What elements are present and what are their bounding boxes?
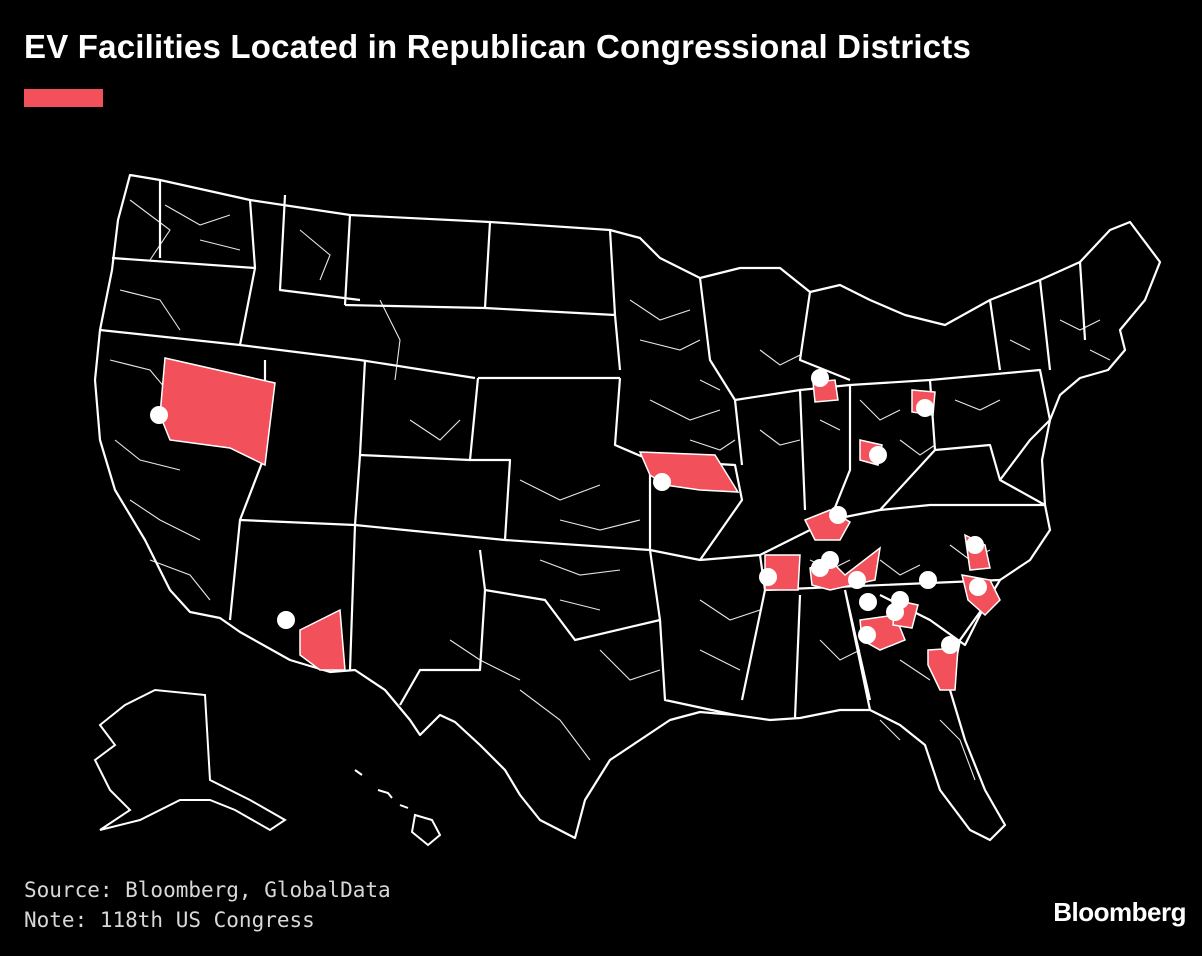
facility-marker-icon bbox=[821, 551, 839, 569]
bloomberg-logo: Bloomberg bbox=[1053, 897, 1186, 927]
facility-marker-icon bbox=[858, 626, 876, 644]
congress-note: Note: 118th US Congress bbox=[24, 908, 315, 932]
facility-marker-icon bbox=[886, 603, 904, 621]
facility-marker-icon bbox=[916, 399, 934, 417]
state-boundaries bbox=[93, 173, 1162, 842]
district-arizona bbox=[299, 608, 346, 671]
district-boundaries bbox=[109, 199, 1111, 781]
facility-marker-icon bbox=[966, 536, 984, 554]
alaska-outline bbox=[93, 688, 287, 832]
hawaii-islands bbox=[354, 769, 442, 847]
legend-swatch-republican bbox=[24, 89, 103, 107]
hawaii bbox=[354, 769, 442, 847]
facility-marker-icon bbox=[277, 611, 295, 629]
facility-marker-icon bbox=[759, 568, 777, 586]
facility-markers bbox=[150, 369, 987, 654]
district-lines bbox=[109, 199, 1111, 781]
facility-marker-icon bbox=[941, 636, 959, 654]
facility-marker-icon bbox=[969, 578, 987, 596]
facility-marker-icon bbox=[919, 571, 937, 589]
district-nevada-2 bbox=[159, 357, 276, 467]
source-note: Source: Bloomberg, GlobalData bbox=[24, 878, 391, 902]
facility-marker-icon bbox=[829, 506, 847, 524]
us-outline bbox=[93, 173, 1162, 842]
district-georgia-se bbox=[927, 647, 959, 691]
facility-marker-icon bbox=[811, 369, 829, 387]
alaska bbox=[93, 688, 287, 832]
facility-marker-icon bbox=[653, 473, 671, 491]
facility-marker-icon bbox=[859, 593, 877, 611]
chart-title: EV Facilities Located in Republican Cong… bbox=[24, 28, 972, 65]
facility-marker-icon bbox=[869, 446, 887, 464]
facility-marker-icon bbox=[848, 571, 866, 589]
facility-marker-icon bbox=[150, 406, 168, 424]
